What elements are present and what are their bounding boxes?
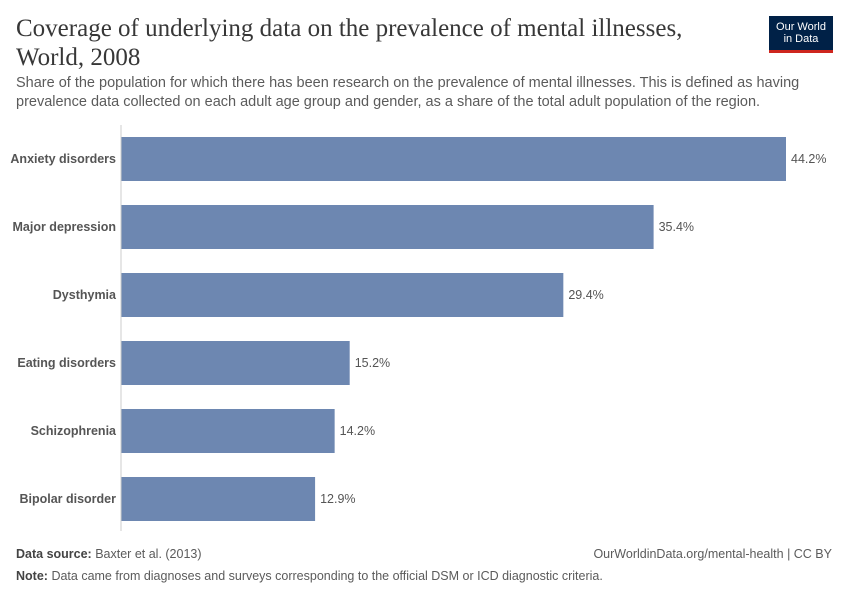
value-label: 44.2% bbox=[791, 152, 826, 166]
value-label: 12.9% bbox=[320, 492, 355, 506]
bar[interactable] bbox=[121, 409, 335, 453]
category-label: Major depression bbox=[13, 220, 117, 234]
category-label: Anxiety disorders bbox=[10, 152, 116, 166]
value-label: 29.4% bbox=[568, 288, 603, 302]
category-label: Schizophrenia bbox=[31, 424, 117, 438]
category-label: Dysthymia bbox=[53, 288, 117, 302]
chart-subtitle: Share of the population for which there … bbox=[16, 75, 800, 110]
data-source: Data source: Baxter et al. (2013) bbox=[16, 547, 202, 561]
value-label: 14.2% bbox=[340, 424, 375, 438]
source-link[interactable]: Baxter et al. (2013) bbox=[95, 547, 202, 561]
bar[interactable] bbox=[121, 273, 564, 317]
category-label: Bipolar disorder bbox=[19, 492, 116, 506]
note: Note: Data came from diagnoses and surve… bbox=[16, 569, 603, 583]
chart-title: Coverage of underlying data on the preva… bbox=[16, 15, 683, 71]
url-license[interactable]: OurWorldinData.org/mental-health | CC BY bbox=[593, 547, 832, 561]
bar[interactable] bbox=[121, 205, 654, 249]
bar[interactable] bbox=[121, 137, 786, 181]
category-label: Eating disorders bbox=[17, 356, 116, 370]
bar[interactable] bbox=[121, 477, 316, 521]
bar[interactable] bbox=[121, 341, 350, 385]
value-label: 35.4% bbox=[659, 220, 694, 234]
value-label: 15.2% bbox=[355, 356, 390, 370]
owid-logo[interactable]: Our World in Data bbox=[769, 16, 833, 53]
